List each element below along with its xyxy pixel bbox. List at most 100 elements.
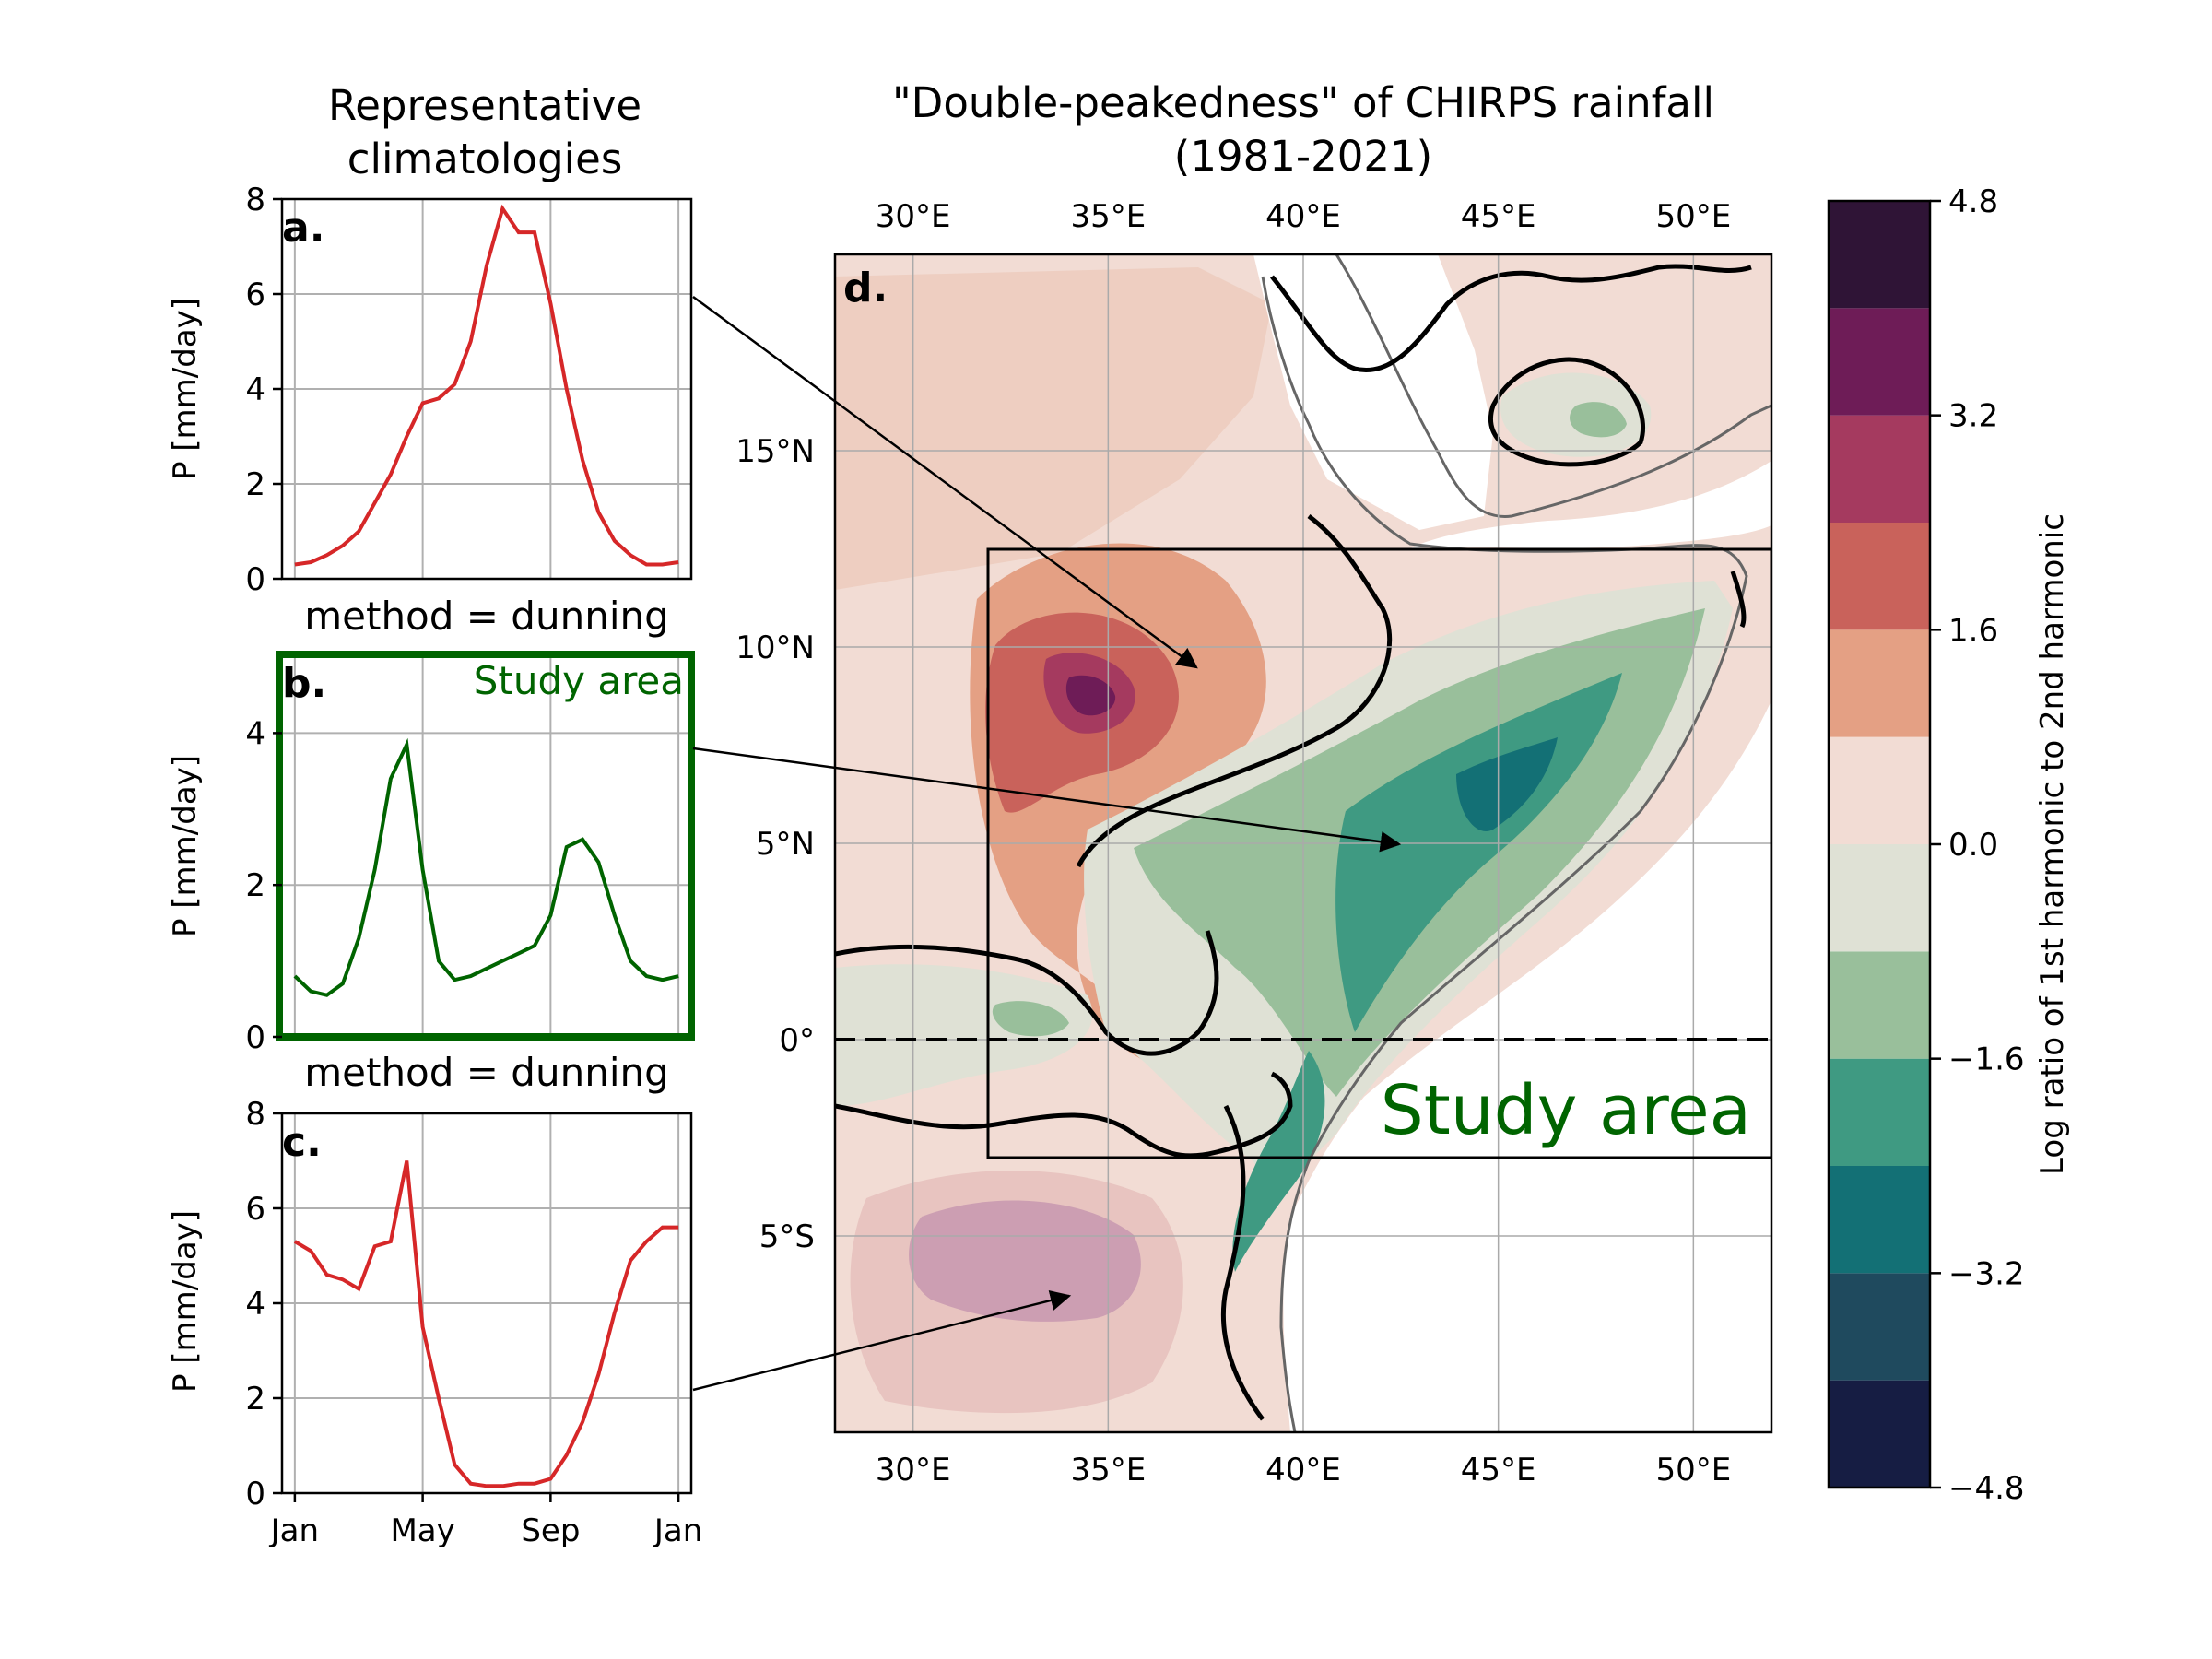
map-region-west-green	[835, 964, 1093, 1106]
colorbar-bands	[1829, 201, 1930, 1488]
panel-a-series-line	[294, 204, 679, 567]
panel-c-xtick-label: Jan	[269, 1512, 319, 1549]
map-zero-contour-horn	[1730, 571, 1747, 629]
map-coastline	[1261, 276, 1748, 1432]
map-lon-label-bottom: 40°E	[1265, 1452, 1341, 1488]
panel-c-ytick-label: 8	[245, 1096, 265, 1133]
colorbar: 4.8 3.2 1.6 0.0 −1.6 −3.2 −4.8 Log ratio of 1s…	[1827, 183, 2071, 1507]
panel-c-letter: c.	[282, 1119, 322, 1166]
map-lon-label-bottom: 50°E	[1655, 1452, 1731, 1488]
main-title-line2: (1981-2021)	[1174, 132, 1432, 181]
map-lon-label-top: 40°E	[1265, 198, 1341, 235]
colorbar-label: Log ratio of 1st harmonic to 2nd harmoni…	[2034, 513, 2071, 1175]
panel-c-yticks: 0 2 4 6 8	[245, 1096, 282, 1512]
map-lat-label: 15°N	[735, 433, 815, 470]
map-lon-label-bottom: 30°E	[876, 1452, 951, 1488]
colorbar-tick-label: −4.8	[1948, 1470, 2025, 1507]
panel-c-xtick-label: Jan	[653, 1512, 702, 1549]
colorbar-band	[1829, 629, 1930, 737]
panel-a-ytick-label: 6	[245, 276, 265, 313]
main-title-line1: "Double-peakedness" of CHIRPS rainfall	[892, 78, 1714, 127]
colorbar-band	[1829, 736, 1930, 844]
map-region-kenya-coast	[1232, 1051, 1325, 1272]
panel-a-ytick-label: 2	[245, 466, 265, 503]
colorbar-band	[1829, 1380, 1930, 1488]
panel-b-ytick-label: 0	[245, 1019, 265, 1056]
map-region-indian-ocean	[1283, 700, 1771, 1432]
panel-c-ytick-label: 6	[245, 1191, 265, 1228]
panel-a-ytick-label: 8	[245, 182, 265, 218]
map-lon-label-top: 45°E	[1461, 198, 1536, 235]
map-lat-label: 5°N	[756, 826, 815, 863]
panel-c-grid	[282, 1112, 691, 1494]
colorbar-ticks: 4.8 3.2 1.6 0.0 −1.6 −3.2 −4.8	[1930, 183, 2025, 1507]
map-region-horn-deep	[1456, 737, 1558, 831]
panel-b-method: method = dunning	[304, 1050, 669, 1095]
map-region-horn-teal	[1335, 673, 1622, 1032]
panel-b-frame	[276, 651, 695, 1041]
colorbar-tick-label: 0.0	[1948, 827, 1998, 864]
panel-a-ylabel: P [mm/day]	[167, 298, 204, 480]
panel-b-ytick-label: 2	[245, 867, 265, 904]
panel-a-method: method = dunning	[304, 594, 669, 639]
arrow-a-to-map	[692, 295, 1198, 669]
panel-a: 0 2 4 6 8 a. P [mm/day] method = dunning	[167, 182, 693, 639]
map-field	[835, 254, 1771, 1432]
map-study-area-label: Study area	[1381, 1071, 1751, 1150]
colorbar-band	[1829, 415, 1930, 523]
panel-a-ytick-label: 0	[245, 561, 265, 598]
colorbar-band	[1829, 1273, 1930, 1381]
map-lon-label-top: 50°E	[1655, 198, 1731, 235]
panel-c-xticks: Jan May Sep Jan	[269, 1493, 702, 1549]
map-region-north-sahel	[835, 267, 1272, 590]
panel-b-ylabel: P [mm/day]	[167, 755, 204, 937]
map-region-tanzania-purple	[909, 1200, 1141, 1322]
colorbar-band	[1829, 1166, 1930, 1274]
panel-a-yticks: 0 2 4 6 8	[245, 182, 282, 598]
colorbar-band	[1829, 308, 1930, 416]
panel-b: 0 2 4 b. Study area P [mm/day] method = du…	[167, 651, 695, 1095]
colorbar-band	[1829, 844, 1930, 952]
map-ticks: 30°E 30°E 35°E 35°E 40°E 40°E 45°E 45°E 50°E 50°E…	[735, 198, 1731, 1488]
panel-c-ylabel: P [mm/day]	[167, 1210, 204, 1393]
colorbar-tick-label: −1.6	[1948, 1041, 2025, 1078]
colorbar-band	[1829, 951, 1930, 1059]
panel-c-ytick-label: 0	[245, 1476, 265, 1512]
map-coastline-arabia	[1335, 254, 1771, 518]
map-lon-label-bottom: 45°E	[1461, 1452, 1536, 1488]
map-zero-contour-lake	[835, 1071, 1293, 1159]
colorbar-tick-label: −3.2	[1948, 1255, 2025, 1292]
panel-d-map: 30°E 30°E 35°E 35°E 40°E 40°E 45°E 45°E 50°E 50°E…	[735, 198, 1773, 1488]
panel-c-xtick-label: Sep	[521, 1512, 580, 1549]
arrow-c-to-map	[692, 1289, 1072, 1392]
map-zero-contour-kenya	[1220, 1104, 1265, 1421]
map-region-ethiopia-dark	[1065, 675, 1116, 716]
panel-a-ytick-label: 4	[245, 371, 265, 408]
colorbar-band	[1829, 1058, 1930, 1166]
arrow-b-to-map	[692, 747, 1402, 853]
panel-b-series-line	[293, 737, 679, 997]
map-zero-contour-south	[835, 930, 1219, 1056]
map-region-gulf-of-aden	[1410, 254, 1771, 548]
map-lon-label-top: 30°E	[876, 198, 951, 235]
panel-b-tag: Study area	[474, 658, 684, 703]
panel-a-grid	[282, 198, 691, 580]
panel-c: 0 2 4 6 8 Jan May Sep Jan c. P [mm/day]	[167, 1096, 702, 1549]
map-zero-contour-ethiopia	[1076, 514, 1393, 868]
colorbar-band	[1829, 523, 1930, 630]
map-lon-label-top: 35°E	[1070, 198, 1146, 235]
panel-d-letter: d.	[843, 265, 888, 312]
panel-b-letter: b.	[282, 660, 326, 707]
map-lat-label: 10°N	[735, 629, 815, 666]
colorbar-tick-label: 3.2	[1948, 398, 1998, 435]
colorbar-band	[1829, 201, 1930, 309]
panel-a-letter: a.	[282, 205, 324, 252]
panel-c-series-line	[293, 1160, 679, 1488]
map-lat-label: 5°S	[759, 1218, 815, 1255]
colorbar-tick-label: 1.6	[1948, 612, 1998, 649]
map-region-yemen-teal	[1570, 402, 1627, 438]
panel-c-ytick-label: 2	[245, 1381, 265, 1418]
panel-b-yticks: 0 2 4	[245, 715, 282, 1056]
panel-b-ytick-label: 4	[245, 715, 265, 752]
left-title-line2: climatologies	[347, 135, 623, 183]
